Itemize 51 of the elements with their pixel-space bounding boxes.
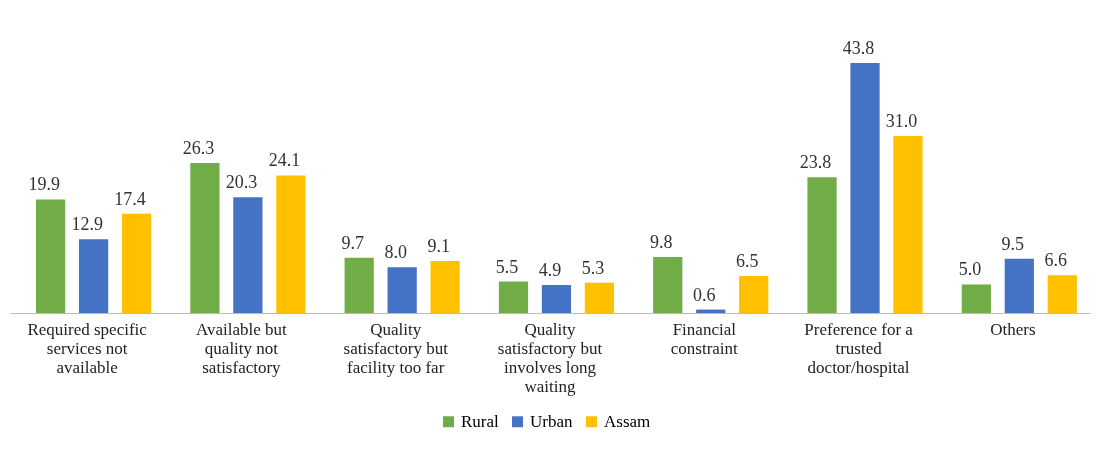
- x-tick-label: Quality satisfactory but involves long waiting: [497, 319, 603, 396]
- data-label: 5.5: [495, 256, 519, 277]
- legend-label: Rural: [461, 411, 500, 431]
- data-label: 31.0: [885, 111, 918, 132]
- data-label: 9.5: [1001, 233, 1025, 254]
- data-label: 5.0: [958, 259, 982, 280]
- x-tick-label: Quality satisfactory but facility too far: [343, 319, 449, 377]
- bar: [233, 197, 263, 313]
- bar: [961, 284, 991, 313]
- x-tick-label: Others: [990, 319, 1036, 339]
- data-label: 0.6: [693, 284, 716, 305]
- bar: [344, 257, 374, 313]
- data-label: 9.1: [427, 236, 450, 257]
- bar: [1004, 258, 1034, 313]
- data-label: 24.1: [268, 150, 301, 171]
- x-tick-label: Preference for a trusted doctor/hospital: [804, 319, 914, 377]
- bar: [78, 239, 109, 313]
- data-label: 9.7: [341, 232, 364, 253]
- data-label: 6.6: [1044, 250, 1068, 271]
- data-label: 9.8: [650, 232, 673, 253]
- data-label: 43.8: [842, 38, 875, 58]
- data-label: 5.3: [581, 257, 605, 278]
- legend-label: Urban: [530, 411, 573, 431]
- data-label: 12.9: [71, 214, 103, 235]
- x-tick-label: Required specific services not available: [27, 319, 148, 377]
- data-label: 20.3: [225, 172, 258, 193]
- bar: [807, 177, 837, 313]
- bar: [36, 199, 66, 313]
- data-label: 8.0: [384, 242, 407, 263]
- x-tick-label: Available but quality not satisfactory: [196, 319, 288, 377]
- data-label: 23.8: [799, 152, 832, 173]
- bar: [498, 281, 529, 313]
- x-tick-label: Financial constraint: [670, 319, 739, 358]
- bar: [653, 257, 683, 313]
- data-label: 4.9: [538, 260, 562, 281]
- bar: [430, 261, 460, 313]
- bar: [1047, 275, 1077, 313]
- bar: [121, 213, 152, 313]
- legend-label: Assam: [604, 411, 651, 431]
- bar: [739, 275, 769, 313]
- bar: [850, 63, 880, 313]
- bar: [541, 285, 572, 313]
- data-label: 26.3: [182, 137, 215, 158]
- bar: [893, 136, 923, 313]
- bar: [584, 282, 615, 313]
- bar: [387, 267, 417, 313]
- data-label: 6.5: [736, 250, 759, 271]
- bar: [276, 175, 306, 313]
- data-label: 17.4: [114, 188, 146, 209]
- bar: [190, 162, 220, 313]
- data-label: 19.9: [28, 174, 60, 195]
